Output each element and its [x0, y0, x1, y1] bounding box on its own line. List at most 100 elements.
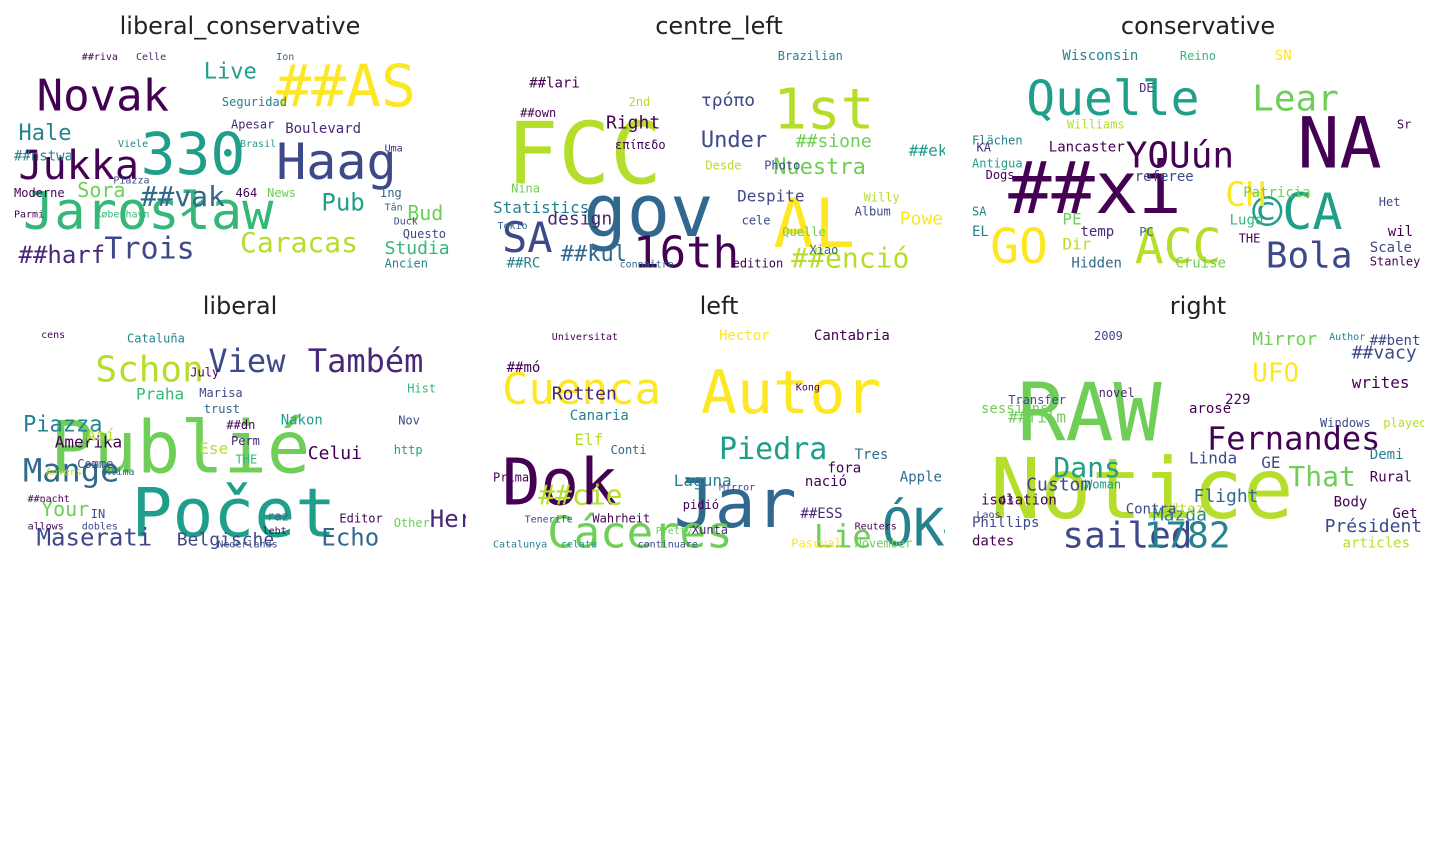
cloud-word: Album: [855, 204, 891, 218]
word-cloud-panel-left: left Dok Jar Autor Cuenca Cáceres ÓK— Piedra Lie…: [493, 292, 945, 550]
cloud-word: Windows: [1320, 416, 1371, 430]
cloud-word: Reino: [1180, 49, 1216, 63]
word-cloud: Publié Počet Schon View Também Mange Piazza Her…: [14, 322, 466, 550]
cloud-word: Apesar: [231, 118, 274, 132]
cloud-word: continuare: [638, 540, 698, 550]
cloud-word: Xunta: [692, 523, 728, 537]
cloud-word: Woman: [1085, 477, 1121, 491]
word-cloud-svg: ##xi NA Quelle ©CA GO ACC YOUún Bola Lear CH Wisco…: [972, 48, 1421, 270]
cloud-word: Comme: [77, 457, 113, 471]
cloud-word: Hidden: [1071, 256, 1122, 270]
cloud-word: relate: [561, 540, 597, 550]
cloud-word: Cáceres: [547, 508, 732, 550]
word-cloud-panel-right: right Notice RAW sailed Fernandes 1782 Dans Tha…: [972, 292, 1424, 550]
cloud-word: Desde: [705, 159, 741, 173]
cloud-word: Rotten: [552, 384, 617, 405]
cloud-word: ##riva: [82, 52, 118, 63]
cloud-word: GO: [990, 219, 1048, 270]
cloud-word: Contra: [1126, 502, 1177, 518]
cloud-word: AL: [773, 185, 855, 264]
cloud-word: temp: [1081, 224, 1115, 240]
cloud-word: ##harf: [19, 241, 106, 269]
cloud-word: 229: [1225, 392, 1250, 408]
cloud-word: Publié: [50, 406, 310, 490]
cloud-word: connaître: [620, 259, 674, 270]
cloud-word: Dok: [502, 446, 618, 520]
cloud-word: Editor: [339, 512, 382, 526]
cloud-word: Seguridad: [222, 95, 287, 109]
cloud-word: PC: [1139, 225, 1153, 239]
cloud-word: SA: [502, 213, 553, 262]
cloud-word: FCC: [507, 104, 662, 204]
cloud-word: ##nacht: [28, 494, 70, 505]
cloud-word: Perm: [231, 434, 260, 448]
cloud-word: raz: [267, 509, 289, 523]
cloud-word: Demi: [1370, 447, 1404, 463]
cloud-word: Também: [308, 342, 424, 380]
cloud-word: ##RC: [507, 256, 541, 270]
cloud-word: ##ekte: [909, 141, 945, 160]
panel-title: centre_left: [655, 12, 783, 40]
cloud-word: Haag: [276, 133, 396, 191]
cloud-word: Mange: [23, 452, 119, 490]
cloud-word: 2009: [1094, 329, 1123, 343]
word-cloud-panel-liberal-conservative: liberal_conservative Jarosław 330 Haag ##AS N…: [14, 12, 466, 270]
cloud-word: SN: [1275, 48, 1292, 64]
cloud-word: ##mó: [507, 360, 541, 376]
cloud-word: edition: [733, 257, 784, 270]
cloud-word: Praha: [136, 385, 184, 404]
cloud-word: Piazza: [113, 175, 149, 186]
cloud-word: Nov: [398, 414, 420, 428]
cloud-word: CH: [1225, 175, 1266, 215]
cloud-word: Nina: [511, 182, 540, 196]
cloud-word: Bola: [1266, 236, 1353, 270]
cloud-word: Pub: [321, 189, 364, 217]
cloud-word: Schon: [95, 349, 203, 390]
cloud-word: ##nstwa: [14, 149, 73, 165]
cloud-word: Conti: [611, 443, 647, 457]
cloud-word: Nederlands: [217, 540, 277, 550]
cloud-word: ACC: [1135, 219, 1222, 270]
cloud-word: Belgische: [177, 529, 275, 550]
cloud-word: design: [547, 208, 612, 229]
cloud-word: Hector: [719, 328, 770, 344]
cloud-word: Canaria: [570, 408, 629, 424]
cloud-word: Jarosław: [23, 182, 274, 242]
cloud-word: Anvers: [46, 467, 82, 478]
cloud-word: Ese: [199, 439, 228, 458]
cloud-word: Dans: [1053, 451, 1120, 484]
cloud-word: Sora: [77, 178, 125, 202]
cloud-word: isolation: [981, 492, 1057, 508]
cloud-word: Duck: [394, 216, 418, 227]
cloud-word: Quelle: [782, 225, 825, 239]
panel-title: left: [699, 292, 739, 320]
cloud-word: allows: [28, 522, 64, 533]
cloud-word: Your: [41, 497, 89, 521]
cloud-word: cens: [41, 330, 65, 341]
cloud-word: GE: [1261, 453, 1280, 472]
cloud-word: Lugo: [1230, 212, 1264, 228]
cloud-word: cele: [742, 213, 771, 227]
cloud-word: Tres: [855, 447, 889, 463]
cloud-word: ##vacy: [1352, 343, 1417, 364]
cloud-word: Ancien: [385, 257, 428, 270]
word-cloud-panel-centre-left: centre_left FCC gov AL 1st 16th SA ##enció Nuest…: [493, 12, 945, 270]
cloud-word: THE: [236, 452, 258, 466]
cloud-word: fora: [828, 461, 862, 477]
cloud-word: sessions: [981, 401, 1048, 417]
cloud-word: 1st: [773, 78, 874, 143]
cloud-word: YOUún: [1126, 135, 1234, 176]
cloud-word: Transfer: [1008, 393, 1066, 407]
cloud-word: Dogs: [986, 168, 1015, 182]
cloud-word: NA: [1297, 102, 1381, 184]
cloud-word: ##lari: [529, 76, 580, 92]
cloud-word: Wahrheit: [592, 512, 650, 526]
cloud-word: Bud: [407, 201, 443, 225]
cloud-word: Parmi: [14, 210, 44, 221]
cloud-word: Jukka: [19, 143, 139, 189]
cloud-word: Stanley: [1370, 254, 1421, 268]
cloud-word: Dir: [1062, 235, 1091, 254]
cloud-word: Celle: [136, 52, 166, 63]
cloud-word: Williams: [1067, 118, 1125, 132]
